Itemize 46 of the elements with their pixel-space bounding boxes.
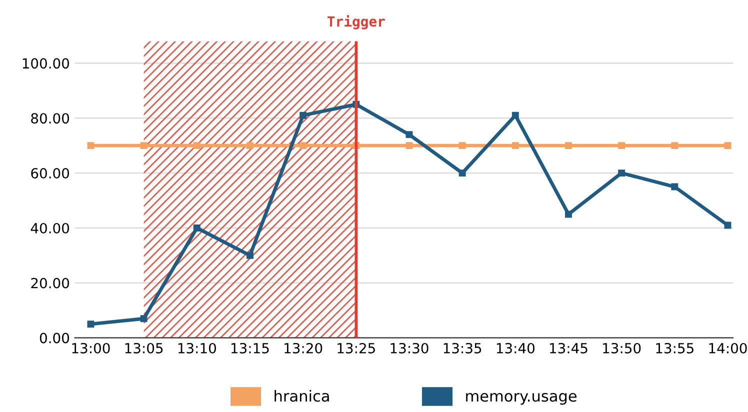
x-tick-label: 13:45 (550, 342, 588, 354)
point (618, 142, 626, 150)
point (406, 131, 413, 138)
y-tick-label: 20.00 (31, 278, 70, 288)
y-tick-label: 40.00 (30, 222, 70, 234)
point (458, 142, 466, 150)
x-tick-label: 13:20 (284, 342, 322, 354)
point (87, 320, 94, 328)
point (512, 112, 519, 119)
point (724, 222, 732, 229)
x-tick-label: 13:30 (390, 342, 428, 354)
x-tick-label: 13:40 (496, 342, 534, 354)
point (458, 170, 466, 177)
x-tick-label: 13:35 (444, 342, 482, 354)
y-tick-label: 60.00 (31, 168, 70, 179)
point (246, 142, 254, 150)
legend-label: hranica (274, 390, 329, 402)
point (565, 210, 572, 218)
y-tick-label: 80.00 (31, 113, 70, 124)
x-tick-label: 13:25 (338, 342, 375, 354)
y-tick-label: 100.00 (22, 58, 70, 69)
ref-line-label: Trigger (327, 15, 385, 30)
point (512, 142, 519, 150)
x-tick-label: 13:55 (656, 342, 694, 354)
x-tick-label: 13:50 (603, 342, 641, 354)
point (300, 112, 307, 119)
x-tick-label: 13:10 (178, 342, 216, 354)
legend-label: memory.usage (466, 392, 577, 405)
point (671, 142, 678, 150)
point (246, 252, 254, 259)
point (618, 170, 626, 177)
point (300, 142, 307, 150)
point (671, 183, 678, 190)
point (406, 142, 413, 150)
point (140, 142, 148, 150)
x-tick-label: 14:00 (709, 342, 747, 354)
point (193, 142, 200, 150)
x-tick-label: 13:15 (231, 342, 269, 354)
y-tick-label: 0.00 (40, 332, 70, 344)
x-tick-label: 13:05 (125, 342, 163, 354)
point (140, 315, 148, 322)
x-tick-label: 13:00 (72, 342, 110, 354)
point (193, 224, 200, 232)
point (87, 142, 94, 150)
point (565, 142, 572, 150)
point (724, 142, 732, 150)
